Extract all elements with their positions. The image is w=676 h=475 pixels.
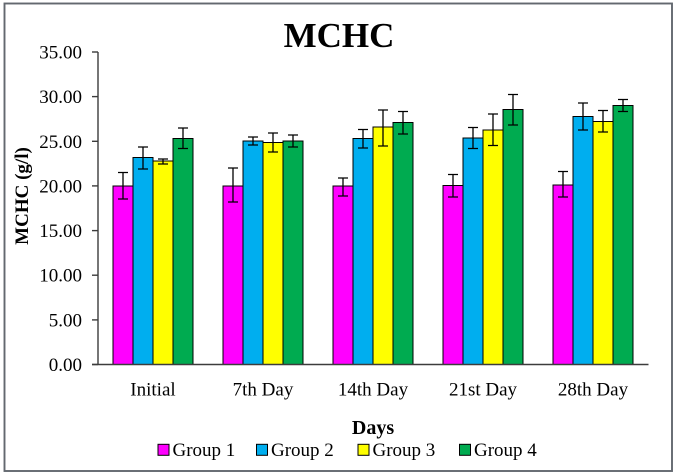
svg-text:35.00: 35.00 bbox=[39, 43, 82, 64]
svg-text:Group 2: Group 2 bbox=[271, 440, 334, 461]
svg-text:25.00: 25.00 bbox=[39, 132, 82, 153]
svg-text:30.00: 30.00 bbox=[39, 87, 82, 108]
svg-text:Group 1: Group 1 bbox=[173, 440, 236, 461]
svg-text:14th Day: 14th Day bbox=[338, 380, 409, 401]
svg-text:MCHC (g/l): MCHC (g/l) bbox=[12, 147, 33, 245]
svg-text:7th Day: 7th Day bbox=[233, 380, 294, 401]
svg-text:0.00: 0.00 bbox=[49, 355, 82, 376]
svg-text:10.00: 10.00 bbox=[39, 266, 82, 287]
svg-text:28th Day: 28th Day bbox=[558, 380, 629, 401]
svg-text:Group 4: Group 4 bbox=[474, 440, 537, 461]
svg-text:Initial: Initial bbox=[130, 380, 175, 401]
svg-text:15.00: 15.00 bbox=[39, 221, 82, 242]
svg-text:21st Day: 21st Day bbox=[449, 380, 518, 401]
svg-text:20.00: 20.00 bbox=[39, 176, 82, 197]
svg-text:MCHC: MCHC bbox=[284, 16, 395, 55]
svg-text:Days: Days bbox=[352, 417, 394, 439]
svg-text:Group 3: Group 3 bbox=[373, 440, 436, 461]
svg-text:5.00: 5.00 bbox=[49, 310, 82, 331]
